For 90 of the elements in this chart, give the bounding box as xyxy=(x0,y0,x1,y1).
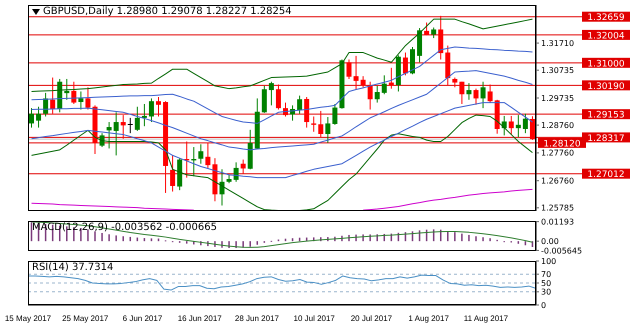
candlestick xyxy=(240,159,246,174)
y-tick-label: 0.00 xyxy=(541,237,559,246)
candlestick xyxy=(304,96,310,128)
candlestick xyxy=(36,106,42,128)
candlestick xyxy=(431,27,436,39)
ref-line-label: 1.31000 xyxy=(587,59,625,70)
candlestick xyxy=(262,85,267,114)
candlestick xyxy=(120,114,126,140)
candlestick xyxy=(311,116,316,132)
candlestick xyxy=(29,108,34,128)
x-tick-label: 20 Jul 2017 xyxy=(350,314,393,323)
candlestick xyxy=(106,122,112,149)
candlestick xyxy=(466,82,472,100)
y-tick-label: 0.01193 xyxy=(541,217,574,226)
candlestick xyxy=(530,116,535,140)
x-tick-label: 10 Jul 2017 xyxy=(294,314,336,323)
y-tick-label: 50 xyxy=(541,278,552,288)
y-tick-label: 70 xyxy=(541,270,552,280)
y-tick-label: 1.26760 xyxy=(541,176,574,186)
x-tick-label: 15 May 2017 xyxy=(4,314,52,323)
candlestick xyxy=(438,15,444,60)
ref-line-label: 1.29153 xyxy=(587,110,625,121)
y-tick-label: 1.29735 xyxy=(541,94,574,103)
y-tick-label: 1.27760 xyxy=(541,148,574,158)
candlestick xyxy=(276,84,281,110)
candlestick xyxy=(516,114,521,138)
chart-title: RSI(14) 37.7314 xyxy=(32,262,114,273)
y-tick-label: 0 xyxy=(541,300,546,310)
ref-line-label: 1.28120 xyxy=(543,139,581,150)
candlestick xyxy=(170,154,176,192)
candlestick xyxy=(354,55,359,90)
candlestick xyxy=(268,81,274,106)
candlestick xyxy=(459,81,464,104)
ref-line-label: 1.30190 xyxy=(587,82,625,92)
ref-line-label: 1.32004 xyxy=(587,31,625,42)
ref-line-label: 1.28317 xyxy=(587,134,625,144)
candlestick xyxy=(318,110,324,138)
candlestick xyxy=(382,74,387,95)
chart-title: GBPUSD,Daily 1.28980 1.29078 1.28227 1.28254 xyxy=(43,6,292,17)
candlestick xyxy=(234,162,239,182)
ref-line-label: 1.32659 xyxy=(587,13,625,24)
candlestick xyxy=(198,144,204,164)
x-tick-label: 28 Jun 2017 xyxy=(234,314,280,323)
candlestick xyxy=(480,81,486,109)
y-tick-label: 30 xyxy=(541,288,552,297)
y-tick-label: 1.31710 xyxy=(541,38,574,48)
x-tick-label: 16 Jun 2017 xyxy=(178,314,222,323)
candlestick xyxy=(156,96,161,117)
candlestick xyxy=(360,76,366,88)
candlestick xyxy=(402,52,408,76)
x-tick-label: 25 May 2017 xyxy=(62,314,109,323)
candlestick xyxy=(128,117,133,134)
line-series xyxy=(28,274,536,291)
candlestick xyxy=(148,98,154,123)
candlestick xyxy=(85,86,90,110)
candlestick xyxy=(50,77,56,114)
line-series xyxy=(31,221,533,248)
y-tick-label: 1.25785 xyxy=(541,204,574,213)
candlestick xyxy=(522,113,528,134)
candlestick xyxy=(374,85,380,104)
x-tick-label: 1 Aug 2017 xyxy=(408,314,450,323)
candlestick xyxy=(205,142,210,168)
candlestick xyxy=(508,115,514,136)
candlestick xyxy=(114,112,119,156)
x-tick-label: 6 Jun 2017 xyxy=(122,314,163,323)
ref-line-label: 1.27012 xyxy=(587,170,625,180)
y-tick-label: -0.005645 xyxy=(541,246,582,256)
candlestick xyxy=(64,78,70,100)
candlestick xyxy=(424,22,430,36)
candlestick xyxy=(388,67,394,90)
candlestick xyxy=(332,103,338,126)
candlestick xyxy=(71,81,76,104)
candlestick xyxy=(297,95,302,114)
y-tick-label: 1.28760 xyxy=(541,120,574,130)
candlestick xyxy=(142,103,147,127)
candlestick xyxy=(134,106,140,132)
x-tick-label: 11 Aug 2017 xyxy=(464,314,509,323)
y-tick-label: 100 xyxy=(541,256,556,266)
line-series xyxy=(31,70,533,150)
line-series xyxy=(31,46,533,124)
candlestick xyxy=(488,84,493,104)
candlestick xyxy=(452,77,458,88)
candlestick xyxy=(220,168,224,206)
candlestick xyxy=(474,88,478,106)
candlestick xyxy=(78,90,84,110)
candlestick xyxy=(346,58,352,80)
candlestick xyxy=(191,146,196,177)
y-tick-label: 1.30735 xyxy=(541,66,574,76)
candlestick xyxy=(325,116,330,144)
candlestick xyxy=(368,81,373,110)
